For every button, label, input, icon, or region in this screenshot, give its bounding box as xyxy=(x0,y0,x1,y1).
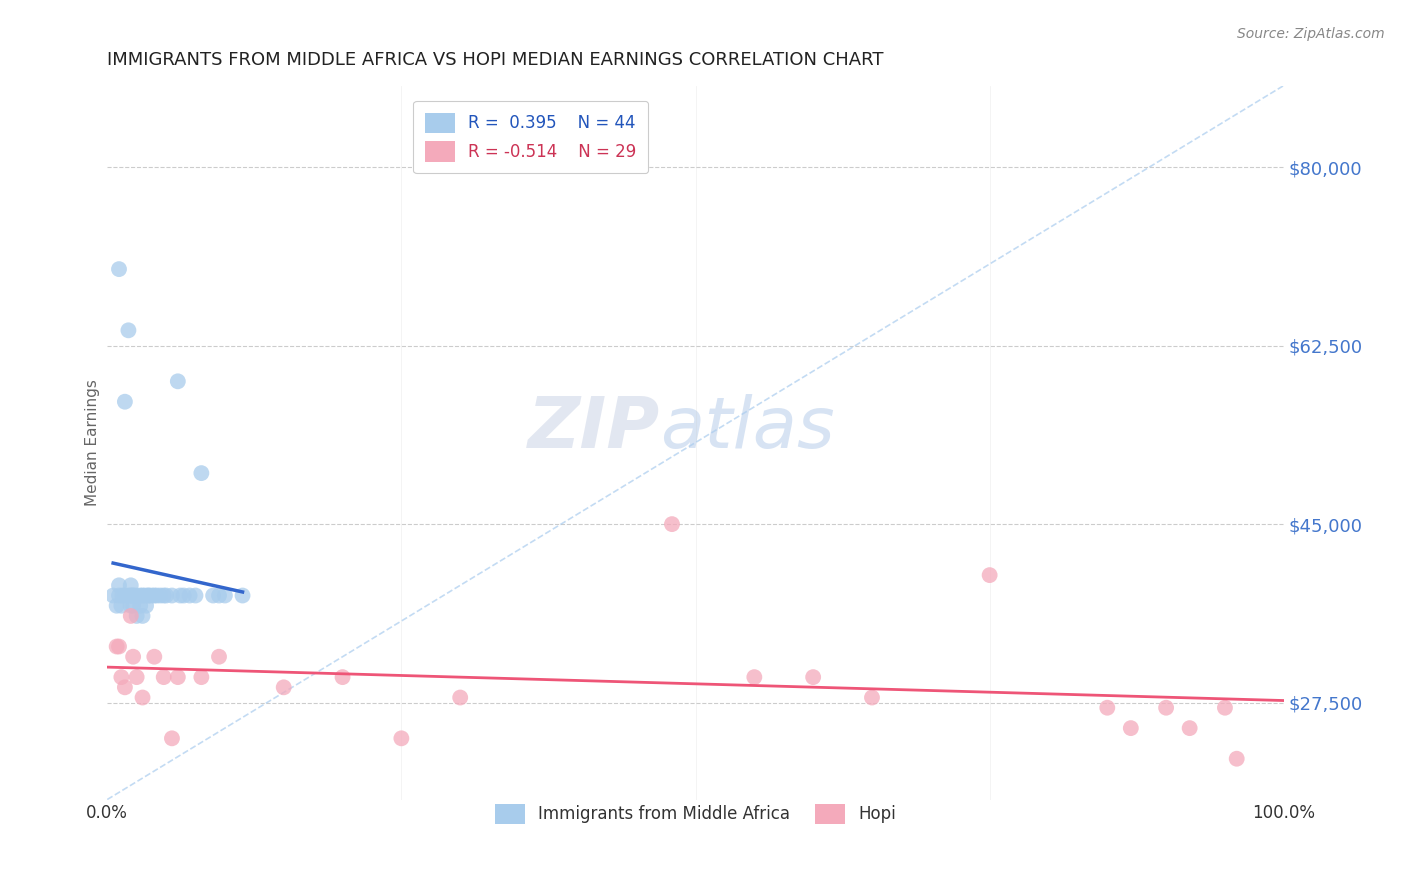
Point xyxy=(208,589,231,603)
Point xyxy=(114,394,136,409)
Point xyxy=(1178,721,1201,735)
Point xyxy=(114,589,136,603)
Point xyxy=(138,589,160,603)
Point xyxy=(120,608,142,623)
Point xyxy=(389,731,412,746)
Point xyxy=(122,589,145,603)
Point xyxy=(143,589,166,603)
Point xyxy=(129,589,152,603)
Point xyxy=(160,589,183,603)
Text: Source: ZipAtlas.com: Source: ZipAtlas.com xyxy=(1237,27,1385,41)
Point xyxy=(149,589,172,603)
Point xyxy=(105,599,128,613)
Point xyxy=(141,589,163,603)
Point xyxy=(125,589,148,603)
Point xyxy=(129,599,152,613)
Point xyxy=(190,670,212,684)
Point xyxy=(1097,700,1119,714)
Point xyxy=(449,690,471,705)
Point xyxy=(145,589,167,603)
Point xyxy=(160,731,183,746)
Point xyxy=(110,670,132,684)
Legend: Immigrants from Middle Africa, Hopi: Immigrants from Middle Africa, Hopi xyxy=(485,794,907,834)
Point xyxy=(1226,752,1249,766)
Point xyxy=(105,640,128,654)
Point xyxy=(208,649,231,664)
Point xyxy=(135,599,157,613)
Point xyxy=(801,670,824,684)
Point xyxy=(169,589,191,603)
Point xyxy=(120,578,142,592)
Point xyxy=(120,589,142,603)
Point xyxy=(273,681,295,695)
Point xyxy=(166,374,188,388)
Point xyxy=(1119,721,1142,735)
Point xyxy=(143,649,166,664)
Text: IMMIGRANTS FROM MIDDLE AFRICA VS HOPI MEDIAN EARNINGS CORRELATION CHART: IMMIGRANTS FROM MIDDLE AFRICA VS HOPI ME… xyxy=(107,51,884,69)
Point xyxy=(202,589,225,603)
Point xyxy=(101,589,124,603)
Point xyxy=(152,670,174,684)
Point xyxy=(125,608,148,623)
Point xyxy=(114,681,136,695)
Text: ZIP: ZIP xyxy=(529,393,661,463)
Text: atlas: atlas xyxy=(661,393,835,463)
Point xyxy=(122,589,145,603)
Point xyxy=(120,599,142,613)
Point xyxy=(332,670,354,684)
Point xyxy=(661,517,683,532)
Point xyxy=(108,578,131,592)
Point xyxy=(232,589,254,603)
Point xyxy=(131,690,153,705)
Point xyxy=(125,670,148,684)
Y-axis label: Median Earnings: Median Earnings xyxy=(86,379,100,506)
Point xyxy=(190,466,212,480)
Point xyxy=(108,589,131,603)
Point xyxy=(1154,700,1177,714)
Point xyxy=(155,589,177,603)
Point xyxy=(1213,700,1236,714)
Point xyxy=(134,589,156,603)
Point xyxy=(117,323,139,337)
Point xyxy=(184,589,207,603)
Point xyxy=(131,589,153,603)
Point xyxy=(152,589,174,603)
Point xyxy=(138,589,160,603)
Point xyxy=(122,649,145,664)
Point xyxy=(744,670,766,684)
Point xyxy=(111,589,134,603)
Point xyxy=(108,640,131,654)
Point xyxy=(214,589,236,603)
Point xyxy=(108,262,131,277)
Point xyxy=(173,589,195,603)
Point xyxy=(166,670,188,684)
Point xyxy=(117,589,139,603)
Point xyxy=(979,568,1001,582)
Point xyxy=(131,608,153,623)
Point xyxy=(860,690,883,705)
Point xyxy=(122,599,145,613)
Point xyxy=(110,599,132,613)
Point xyxy=(179,589,201,603)
